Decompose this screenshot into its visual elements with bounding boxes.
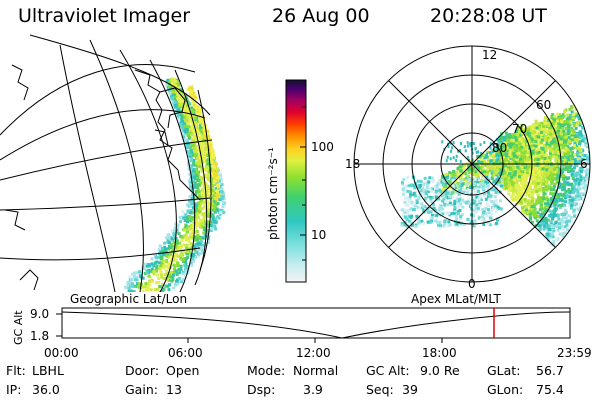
polar-plot: 12 18 6 0 60 70 80 (345, 45, 591, 291)
time-readout: 20:28:08 UT (430, 5, 547, 27)
lat-label-60: 60 (536, 98, 551, 112)
status-gain-label: Gain: (125, 382, 158, 397)
status-glon-label: GLon: (487, 382, 523, 397)
coastline (4, 64, 201, 291)
x-tick-1800: 18:00 (422, 346, 457, 360)
status-ip-label: IP: (6, 382, 21, 397)
aurora-polar (400, 104, 590, 247)
x-tick-1200: 12:00 (296, 346, 331, 360)
colorbar-tick-100: 100 (311, 140, 334, 154)
status-door-label: Door: (125, 363, 159, 378)
status-flt-value: LBHL (32, 363, 64, 378)
lat-label-70: 70 (512, 122, 527, 136)
app-title: Ultraviolet Imager (18, 5, 191, 27)
status-panel: Flt: LBHL Door: Open Mode: Normal GC Alt… (6, 363, 564, 397)
geographic-map (0, 34, 226, 292)
status-gain-value: 13 (166, 382, 182, 397)
date-readout: 26 Aug 00 (272, 5, 370, 27)
mlt-label-18: 18 (345, 157, 360, 171)
status-seq-value: 39 (402, 382, 418, 397)
x-tick-0000: 00:00 (44, 346, 79, 360)
mlt-label-12: 12 (482, 48, 497, 62)
geographic-grid (0, 34, 213, 292)
y-tick-9-0: 9.0 (30, 307, 49, 321)
x-tick-2359: 23:59 (557, 346, 592, 360)
color-bar: 100 10 photon cm⁻²s⁻¹ (266, 79, 334, 283)
lat-label-80: 80 (492, 141, 507, 155)
colorbar-tick-10: 10 (311, 228, 326, 242)
colorbar-label: photon cm⁻²s⁻¹ (266, 147, 280, 240)
status-flt-label: Flt: (6, 363, 26, 378)
altitude-strip: GC Alt 9.0 1.8 00:00 06:00 12:00 18:00 2… (12, 307, 592, 360)
status-mode-label: Mode: (247, 363, 285, 378)
y-tick-1-8: 1.8 (30, 329, 49, 343)
status-gcalt-value: 9.0 Re (420, 363, 460, 378)
status-mode-value: Normal (293, 363, 338, 378)
status-dsp-label: Dsp: (247, 382, 275, 397)
status-dsp-value: 3.9 (303, 382, 323, 397)
mlt-label-6: 6 (580, 157, 588, 171)
status-glat-label: GLat: (487, 363, 520, 378)
status-glon-value: 75.4 (536, 382, 564, 397)
status-glat-value: 56.7 (536, 363, 564, 378)
left-panel-label: Geographic Lat/Lon (70, 292, 187, 306)
x-tick-0600: 06:00 (168, 346, 203, 360)
status-ip-value: 36.0 (32, 382, 60, 397)
status-gcalt-label: GC Alt: (366, 363, 410, 378)
right-panel-label: Apex MLat/MLT (411, 292, 501, 306)
gc-alt-axis-label: GC Alt (12, 310, 25, 345)
mlt-label-0: 0 (468, 277, 476, 291)
status-door-value: Open (166, 363, 199, 378)
status-seq-label: Seq: (366, 382, 394, 397)
